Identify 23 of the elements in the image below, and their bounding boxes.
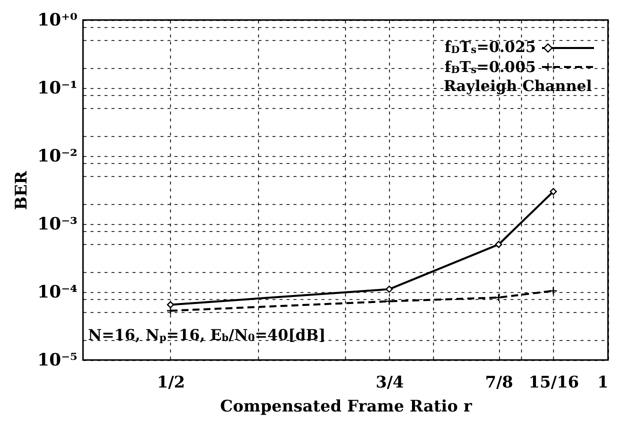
x-axis-title: Compensated Frame Ratio r <box>220 396 472 416</box>
y-tick-label: 10⁺⁰ <box>37 10 78 30</box>
point <box>550 188 557 196</box>
y-tick-label: 10⁻² <box>37 146 78 166</box>
y-tick-label: 10⁻³ <box>37 214 78 234</box>
x-tick-label: 1/2 <box>156 372 186 392</box>
y-tick-label: 10⁻⁴ <box>37 282 78 302</box>
x-tick-label: 1 <box>597 372 608 392</box>
y-axis-title: BER <box>11 170 30 210</box>
point <box>166 301 174 308</box>
annotation: Rayleigh Channel <box>444 77 593 96</box>
x-tick-label: 15/16 <box>528 372 579 392</box>
y-tick-label: 10⁻¹ <box>37 78 78 98</box>
point <box>495 240 502 248</box>
x-tick-label: 7/8 <box>485 372 514 392</box>
y-tick-label: 10⁻⁵ <box>37 350 78 370</box>
legend-label: f$_{D}$T$_{s}$=0.005 <box>444 58 536 77</box>
point <box>494 293 503 302</box>
point <box>549 286 558 295</box>
point <box>386 286 393 293</box>
x-tick-label: 3/4 <box>376 372 404 392</box>
legend-label: f$_{D}$T$_{s}$=0.025 <box>444 38 536 58</box>
annotation: N=16, N$_{p}$=16, E$_{b}$/N$_{0}$=40[dB] <box>88 326 326 346</box>
